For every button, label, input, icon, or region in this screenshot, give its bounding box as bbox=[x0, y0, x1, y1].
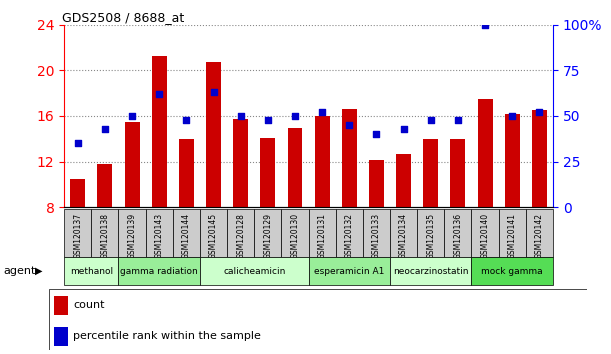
Point bbox=[236, 113, 246, 119]
Bar bbox=[54, 296, 68, 315]
Text: GDS2508 / 8688_at: GDS2508 / 8688_at bbox=[62, 11, 184, 24]
Text: GSM120142: GSM120142 bbox=[535, 213, 544, 259]
Point bbox=[480, 22, 490, 28]
Text: GSM120130: GSM120130 bbox=[290, 213, 299, 259]
Text: GSM120131: GSM120131 bbox=[318, 213, 327, 259]
Bar bbox=[125, 122, 139, 207]
Point bbox=[263, 117, 273, 122]
Bar bbox=[396, 154, 411, 207]
Bar bbox=[450, 139, 466, 207]
Bar bbox=[282, 209, 309, 257]
Bar bbox=[206, 62, 221, 207]
Text: GSM120128: GSM120128 bbox=[236, 213, 245, 258]
Text: calicheamicin: calicheamicin bbox=[223, 267, 285, 276]
Bar bbox=[54, 327, 68, 346]
Point bbox=[155, 91, 164, 97]
Point bbox=[317, 109, 327, 115]
Bar bbox=[499, 209, 526, 257]
Bar bbox=[505, 114, 520, 207]
Bar bbox=[70, 179, 85, 207]
Text: GSM120129: GSM120129 bbox=[263, 213, 273, 259]
Text: esperamicin A1: esperamicin A1 bbox=[314, 267, 384, 276]
Text: ▶: ▶ bbox=[35, 266, 43, 276]
Text: percentile rank within the sample: percentile rank within the sample bbox=[73, 331, 261, 341]
Text: GSM120136: GSM120136 bbox=[453, 213, 463, 259]
Bar bbox=[200, 257, 309, 285]
Bar bbox=[152, 56, 167, 207]
Text: GSM120145: GSM120145 bbox=[209, 213, 218, 259]
Bar bbox=[179, 139, 194, 207]
Text: GSM120143: GSM120143 bbox=[155, 213, 164, 259]
Text: agent: agent bbox=[3, 266, 35, 276]
Bar bbox=[200, 209, 227, 257]
Point bbox=[73, 141, 82, 146]
Point bbox=[345, 122, 354, 128]
Point bbox=[371, 131, 381, 137]
Bar bbox=[145, 209, 173, 257]
Bar bbox=[309, 209, 335, 257]
Bar bbox=[227, 209, 254, 257]
Text: GSM120135: GSM120135 bbox=[426, 213, 435, 259]
Text: GSM120138: GSM120138 bbox=[100, 213, 109, 259]
Point bbox=[100, 126, 110, 132]
Bar bbox=[64, 209, 91, 257]
Bar bbox=[369, 160, 384, 207]
Bar bbox=[526, 209, 553, 257]
Text: GSM120144: GSM120144 bbox=[182, 213, 191, 259]
Bar bbox=[64, 257, 119, 285]
Bar bbox=[342, 109, 357, 207]
Text: GSM120134: GSM120134 bbox=[399, 213, 408, 259]
Bar bbox=[233, 119, 248, 207]
Bar bbox=[173, 209, 200, 257]
Bar bbox=[423, 139, 438, 207]
Point bbox=[535, 109, 544, 115]
Bar bbox=[444, 209, 472, 257]
Bar bbox=[315, 116, 329, 207]
Text: methanol: methanol bbox=[70, 267, 113, 276]
Bar bbox=[119, 209, 145, 257]
Bar bbox=[260, 138, 276, 207]
Text: GSM120141: GSM120141 bbox=[508, 213, 517, 259]
Bar bbox=[478, 99, 492, 207]
Bar bbox=[91, 209, 119, 257]
Bar bbox=[335, 209, 363, 257]
Text: count: count bbox=[73, 300, 104, 310]
Bar bbox=[363, 209, 390, 257]
Bar bbox=[119, 257, 200, 285]
Text: mock gamma: mock gamma bbox=[481, 267, 543, 276]
Bar bbox=[532, 110, 547, 207]
Text: GSM120132: GSM120132 bbox=[345, 213, 354, 259]
Point bbox=[127, 113, 137, 119]
Point bbox=[290, 113, 300, 119]
Bar bbox=[390, 209, 417, 257]
Text: gamma radiation: gamma radiation bbox=[120, 267, 198, 276]
Point bbox=[453, 117, 463, 122]
Text: neocarzinostatin: neocarzinostatin bbox=[393, 267, 469, 276]
Point bbox=[181, 117, 191, 122]
Text: GSM120139: GSM120139 bbox=[128, 213, 136, 259]
Point bbox=[399, 126, 409, 132]
Text: GSM120140: GSM120140 bbox=[481, 213, 489, 259]
Bar bbox=[417, 209, 444, 257]
Bar bbox=[288, 129, 302, 207]
Bar bbox=[472, 209, 499, 257]
Text: GSM120133: GSM120133 bbox=[372, 213, 381, 259]
Bar bbox=[390, 257, 472, 285]
Bar bbox=[254, 209, 282, 257]
Point bbox=[507, 113, 517, 119]
Text: GSM120137: GSM120137 bbox=[73, 213, 82, 259]
Bar bbox=[97, 164, 112, 207]
Point bbox=[426, 117, 436, 122]
Bar bbox=[309, 257, 390, 285]
Bar bbox=[472, 257, 553, 285]
Point bbox=[208, 90, 218, 95]
